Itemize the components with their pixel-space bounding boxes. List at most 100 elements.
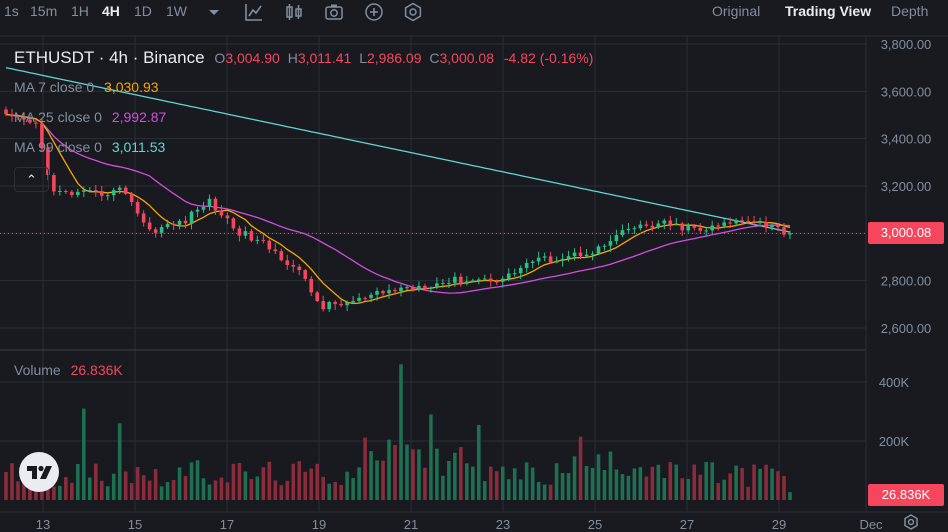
candle-body (381, 291, 385, 294)
candle-body (22, 116, 26, 120)
candle-body (662, 220, 667, 224)
candle-body (674, 223, 679, 225)
ohlc-close-value: 3,000.08 (439, 50, 495, 66)
candle-body (488, 278, 493, 282)
interval-1s[interactable]: 1s (4, 3, 19, 19)
view-trading-view[interactable]: Trading View (785, 3, 872, 19)
add-icon[interactable] (363, 1, 385, 23)
candle-body (10, 114, 14, 117)
volume-bar (656, 464, 661, 500)
candle-body (141, 213, 146, 223)
candle-body (58, 191, 62, 193)
candle-body (482, 278, 487, 280)
indicators-icon[interactable] (243, 1, 265, 23)
ohlc-low-label: L (359, 50, 367, 66)
price-tick-label: 3,400.00 (881, 132, 932, 147)
candle-body (453, 276, 457, 283)
volume-bar (105, 486, 110, 500)
ma7-legend[interactable]: MA 7 close 0 3,030.93 (14, 79, 159, 95)
candle-body (596, 246, 601, 254)
volume-bar (500, 466, 505, 500)
candle-body (734, 220, 738, 224)
volume-bar (554, 463, 559, 500)
interval-1w[interactable]: 1W (166, 3, 187, 19)
volume-bar (686, 478, 691, 500)
tradingview-logo-icon (27, 465, 52, 479)
candle-body (776, 225, 780, 228)
gear-icon[interactable] (900, 512, 922, 532)
candle-body (189, 211, 194, 224)
settings-icon[interactable] (402, 1, 424, 23)
candle-body (716, 225, 720, 227)
volume-bar (213, 480, 218, 500)
volume-bar (87, 477, 92, 500)
candle-body (177, 220, 182, 225)
interval-1h[interactable]: 1H (71, 3, 89, 19)
volume-bar (476, 424, 481, 500)
ma7-value: 3,030.93 (104, 79, 159, 95)
candle-body (435, 283, 439, 288)
volume-bar (225, 482, 230, 500)
volume-bar (764, 464, 768, 500)
time-tick-label: Dec (859, 517, 883, 532)
candle-body (668, 220, 673, 225)
time-tick-label: 19 (312, 517, 326, 532)
volume-bar (435, 448, 439, 500)
interval-4h[interactable]: 4H (102, 3, 120, 19)
volume-bar (632, 468, 637, 500)
chevron-down-icon[interactable] (203, 1, 225, 23)
volume-bar (291, 463, 296, 500)
collapse-legend-button[interactable]: ⌃ (14, 167, 49, 192)
candle-body (375, 291, 379, 295)
candle-body (171, 223, 176, 225)
candle-body (608, 241, 613, 246)
volume-legend[interactable]: Volume 26.836K (14, 362, 123, 378)
candle-body (28, 119, 32, 123)
candle-body (530, 261, 535, 263)
volume-bar (117, 423, 122, 500)
volume-bar (4, 471, 8, 500)
candle-body (758, 222, 762, 224)
interval-1d[interactable]: 1D (134, 3, 152, 19)
volume-bar (327, 483, 331, 500)
candle-body (602, 245, 607, 247)
candle-body (321, 301, 325, 310)
volume-bar (716, 483, 720, 500)
candle-body (590, 253, 595, 255)
candle-body (752, 221, 756, 223)
ohlc-open-value: 3,004.90 (225, 50, 280, 66)
volume-bar (758, 468, 762, 500)
candle-body (710, 225, 714, 231)
candle-body (500, 278, 505, 282)
time-tick-label: 13 (36, 517, 50, 532)
ohlc-high-label: H (287, 50, 298, 66)
candle-style-icon[interactable] (283, 1, 305, 23)
candle-body (82, 190, 86, 192)
candle-body (129, 193, 134, 203)
candle-body (40, 123, 44, 148)
volume-bar (614, 469, 619, 500)
tradingview-logo[interactable] (19, 452, 59, 492)
volume-bar (375, 460, 379, 500)
screenshot-icon[interactable] (323, 1, 345, 23)
view-depth[interactable]: Depth (891, 3, 929, 19)
ma25-legend[interactable]: MA 25 close 0 2,992.87 (14, 109, 166, 125)
candle-body (584, 254, 589, 257)
candle-body (34, 122, 38, 124)
interval-15m[interactable]: 15m (30, 3, 58, 19)
candle-body (632, 228, 637, 230)
volume-bar (644, 476, 649, 500)
ohlc-close-label: C (429, 50, 440, 66)
volume-bar (93, 463, 98, 500)
volume-bar (279, 485, 284, 500)
symbol-title: ETHUSDT · 4h · Binance (14, 48, 205, 67)
volume-bar (129, 483, 134, 500)
candle-body (740, 220, 744, 222)
candle-body (357, 297, 361, 301)
view-original[interactable]: Original (712, 3, 761, 19)
time-tick-label: 15 (128, 517, 142, 532)
volume-bar (447, 461, 451, 500)
ma99-legend[interactable]: MA 99 close 0 3,011.53 (14, 139, 165, 155)
volume-bar (153, 469, 158, 500)
